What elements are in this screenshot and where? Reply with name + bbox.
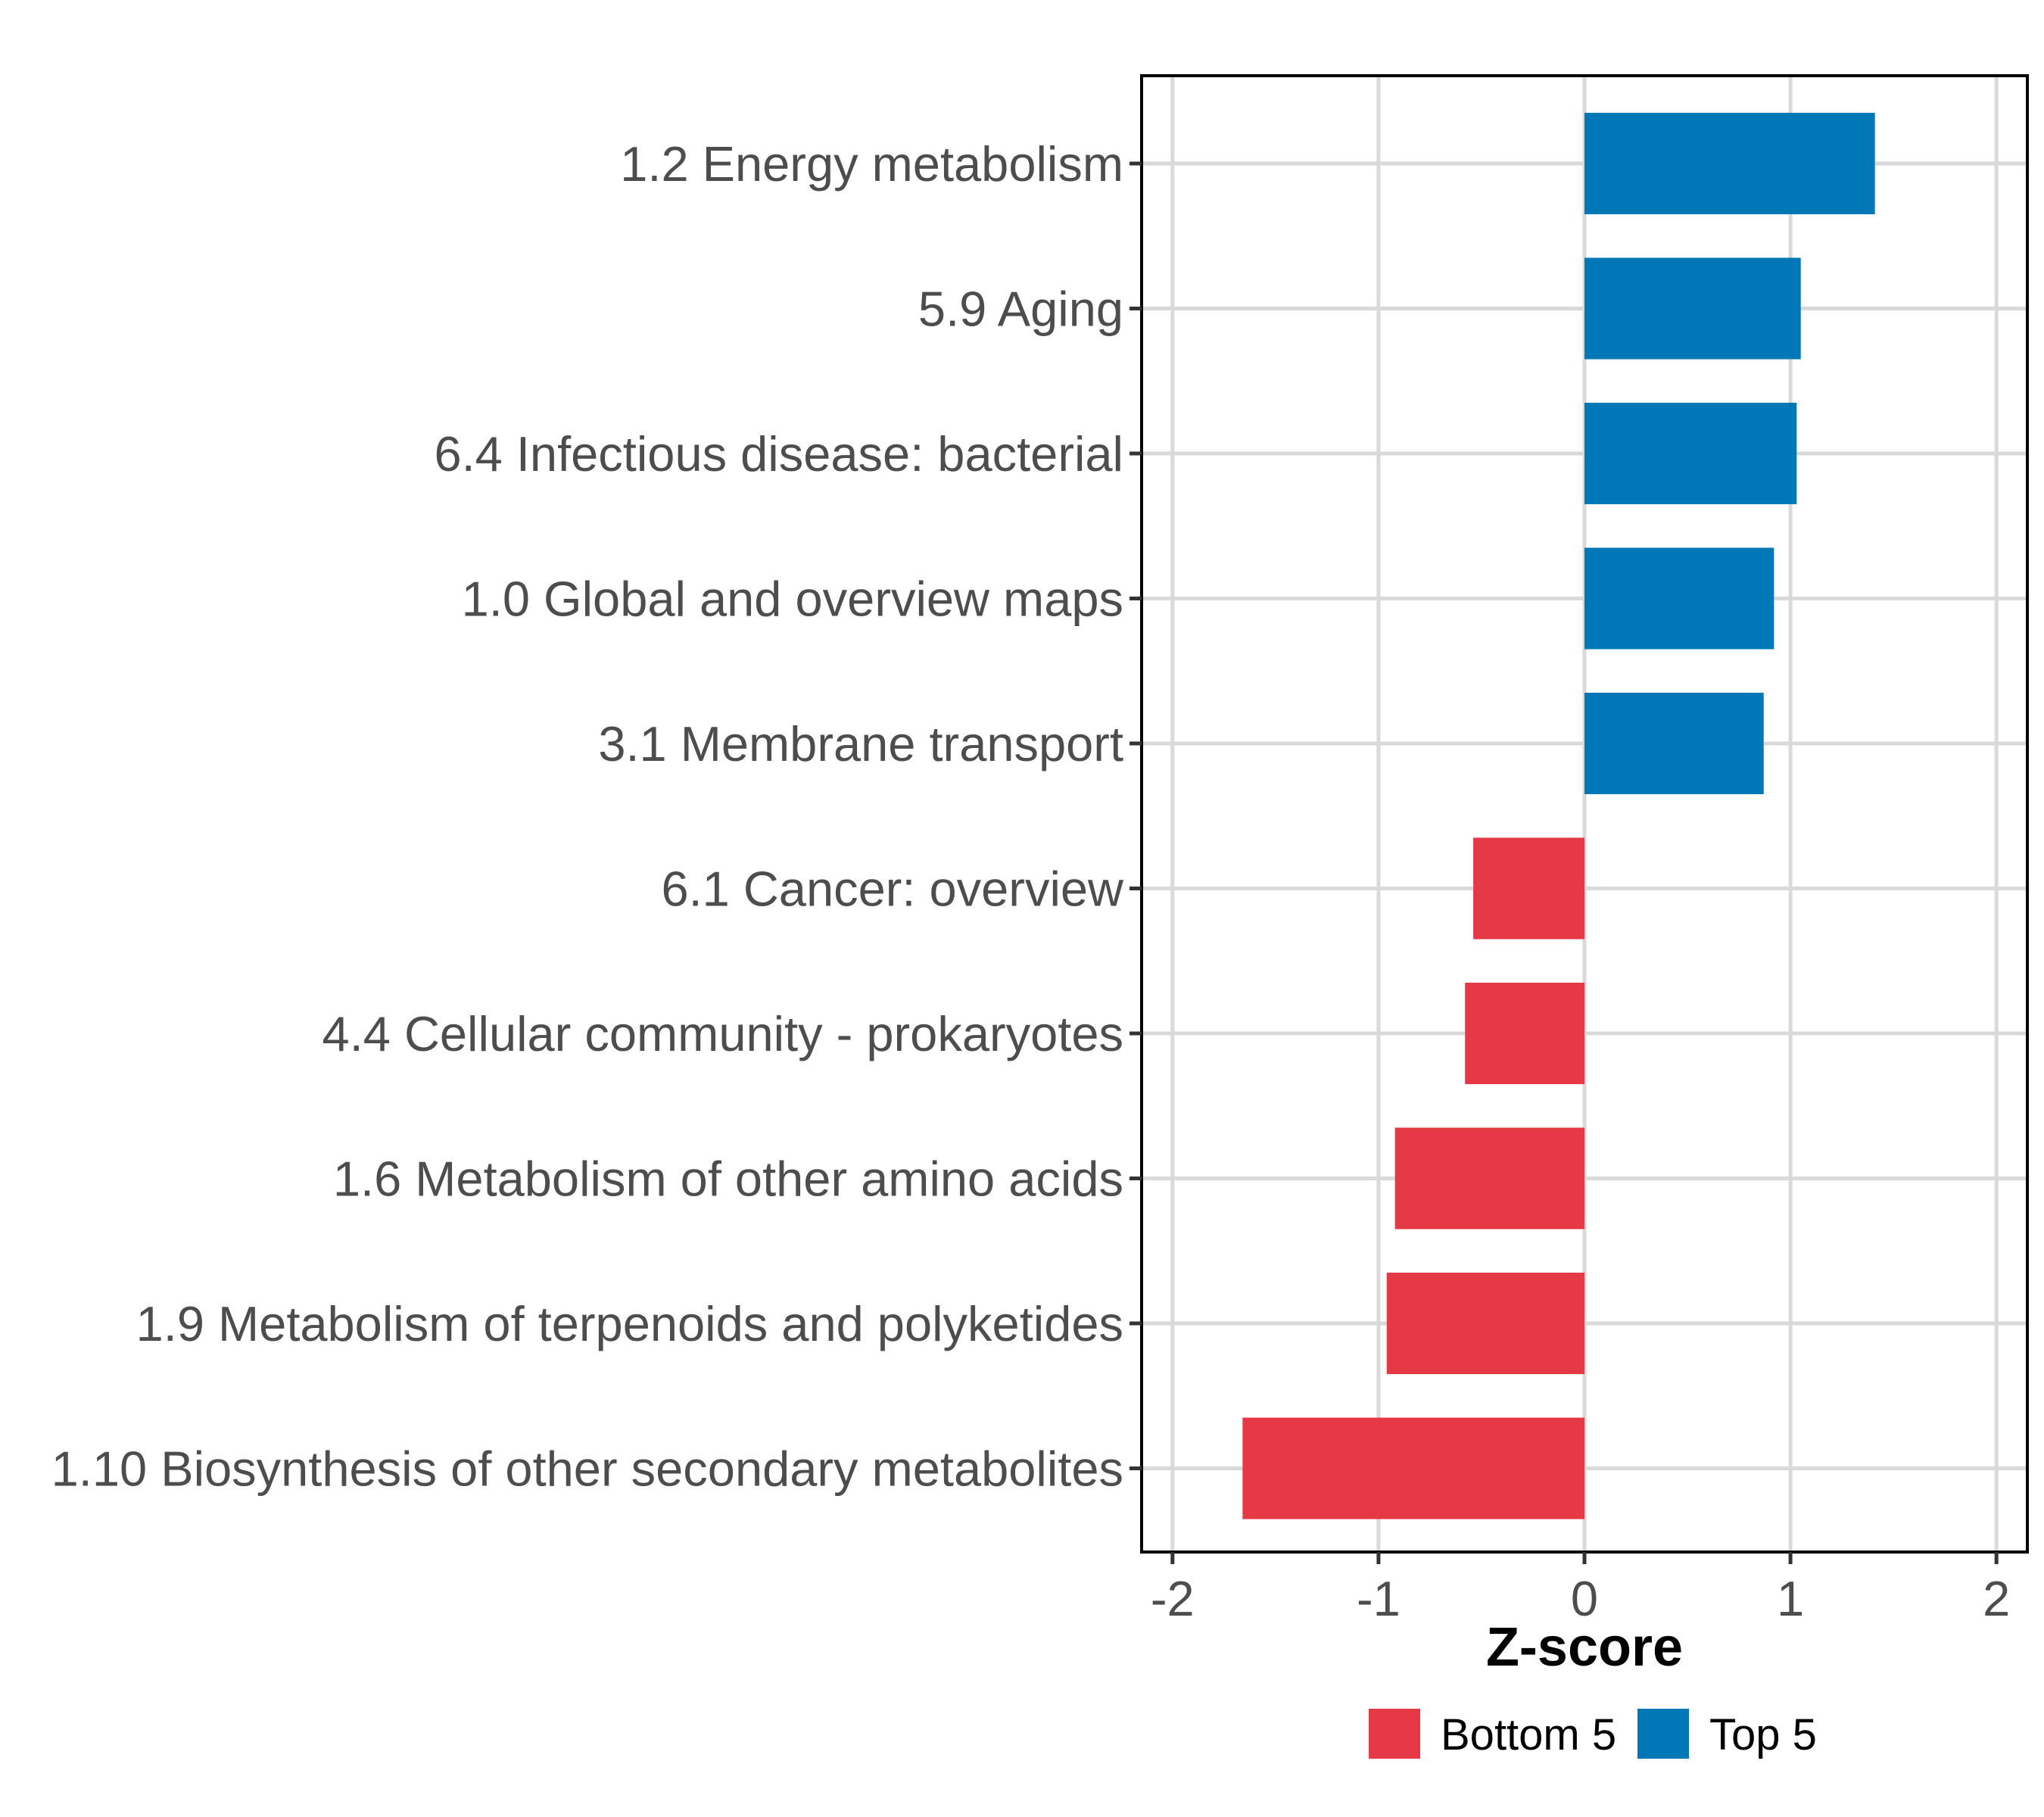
category-label: 1.10 Biosynthesis of other secondary met… <box>51 1441 1123 1497</box>
legend-label: Bottom 5 <box>1441 1710 1616 1759</box>
x-tick-label: 1 <box>1777 1571 1804 1626</box>
category-label: 3.1 Membrane transport <box>598 716 1123 771</box>
legend-label: Top 5 <box>1709 1710 1817 1759</box>
bar <box>1584 403 1797 504</box>
category-label: 1.0 Global and overview maps <box>462 572 1123 627</box>
bar <box>1473 837 1584 940</box>
x-tick-label: 2 <box>1983 1571 2010 1626</box>
legend-swatch <box>1637 1709 1689 1759</box>
x-tick-label: 0 <box>1571 1571 1598 1626</box>
bar <box>1584 257 1801 360</box>
bar <box>1465 983 1584 1084</box>
bar <box>1584 547 1774 650</box>
category-label: 6.1 Cancer: overview <box>661 862 1124 917</box>
x-tick-label: -1 <box>1357 1571 1401 1626</box>
bar <box>1386 1273 1584 1374</box>
x-axis-title: Z-score <box>1486 1617 1683 1678</box>
category-label: 1.2 Energy metabolism <box>620 136 1123 192</box>
category-label: 1.6 Metabolism of other amino acids <box>333 1152 1123 1207</box>
bar <box>1584 693 1764 794</box>
bar <box>1242 1417 1584 1519</box>
category-label: 4.4 Cellular community - prokaryotes <box>322 1006 1123 1061</box>
bar <box>1584 113 1875 214</box>
category-label: 5.9 Aging <box>918 282 1123 337</box>
x-axis: -2 -1 0 1 2 <box>1151 1552 2010 1626</box>
legend-swatch <box>1369 1709 1420 1759</box>
category-label: 1.9 Metabolism of terpenoids and polyket… <box>136 1296 1123 1351</box>
legend: Bottom 5 Top 5 <box>1369 1709 1817 1759</box>
bar <box>1394 1127 1584 1230</box>
bars <box>1242 113 1875 1519</box>
category-label: 6.4 Infectious disease: bacterial <box>434 426 1123 482</box>
y-axis: 1.2 Energy metabolism 5.9 Aging 6.4 Infect… <box>51 136 1142 1497</box>
x-tick-label: -2 <box>1151 1571 1195 1626</box>
